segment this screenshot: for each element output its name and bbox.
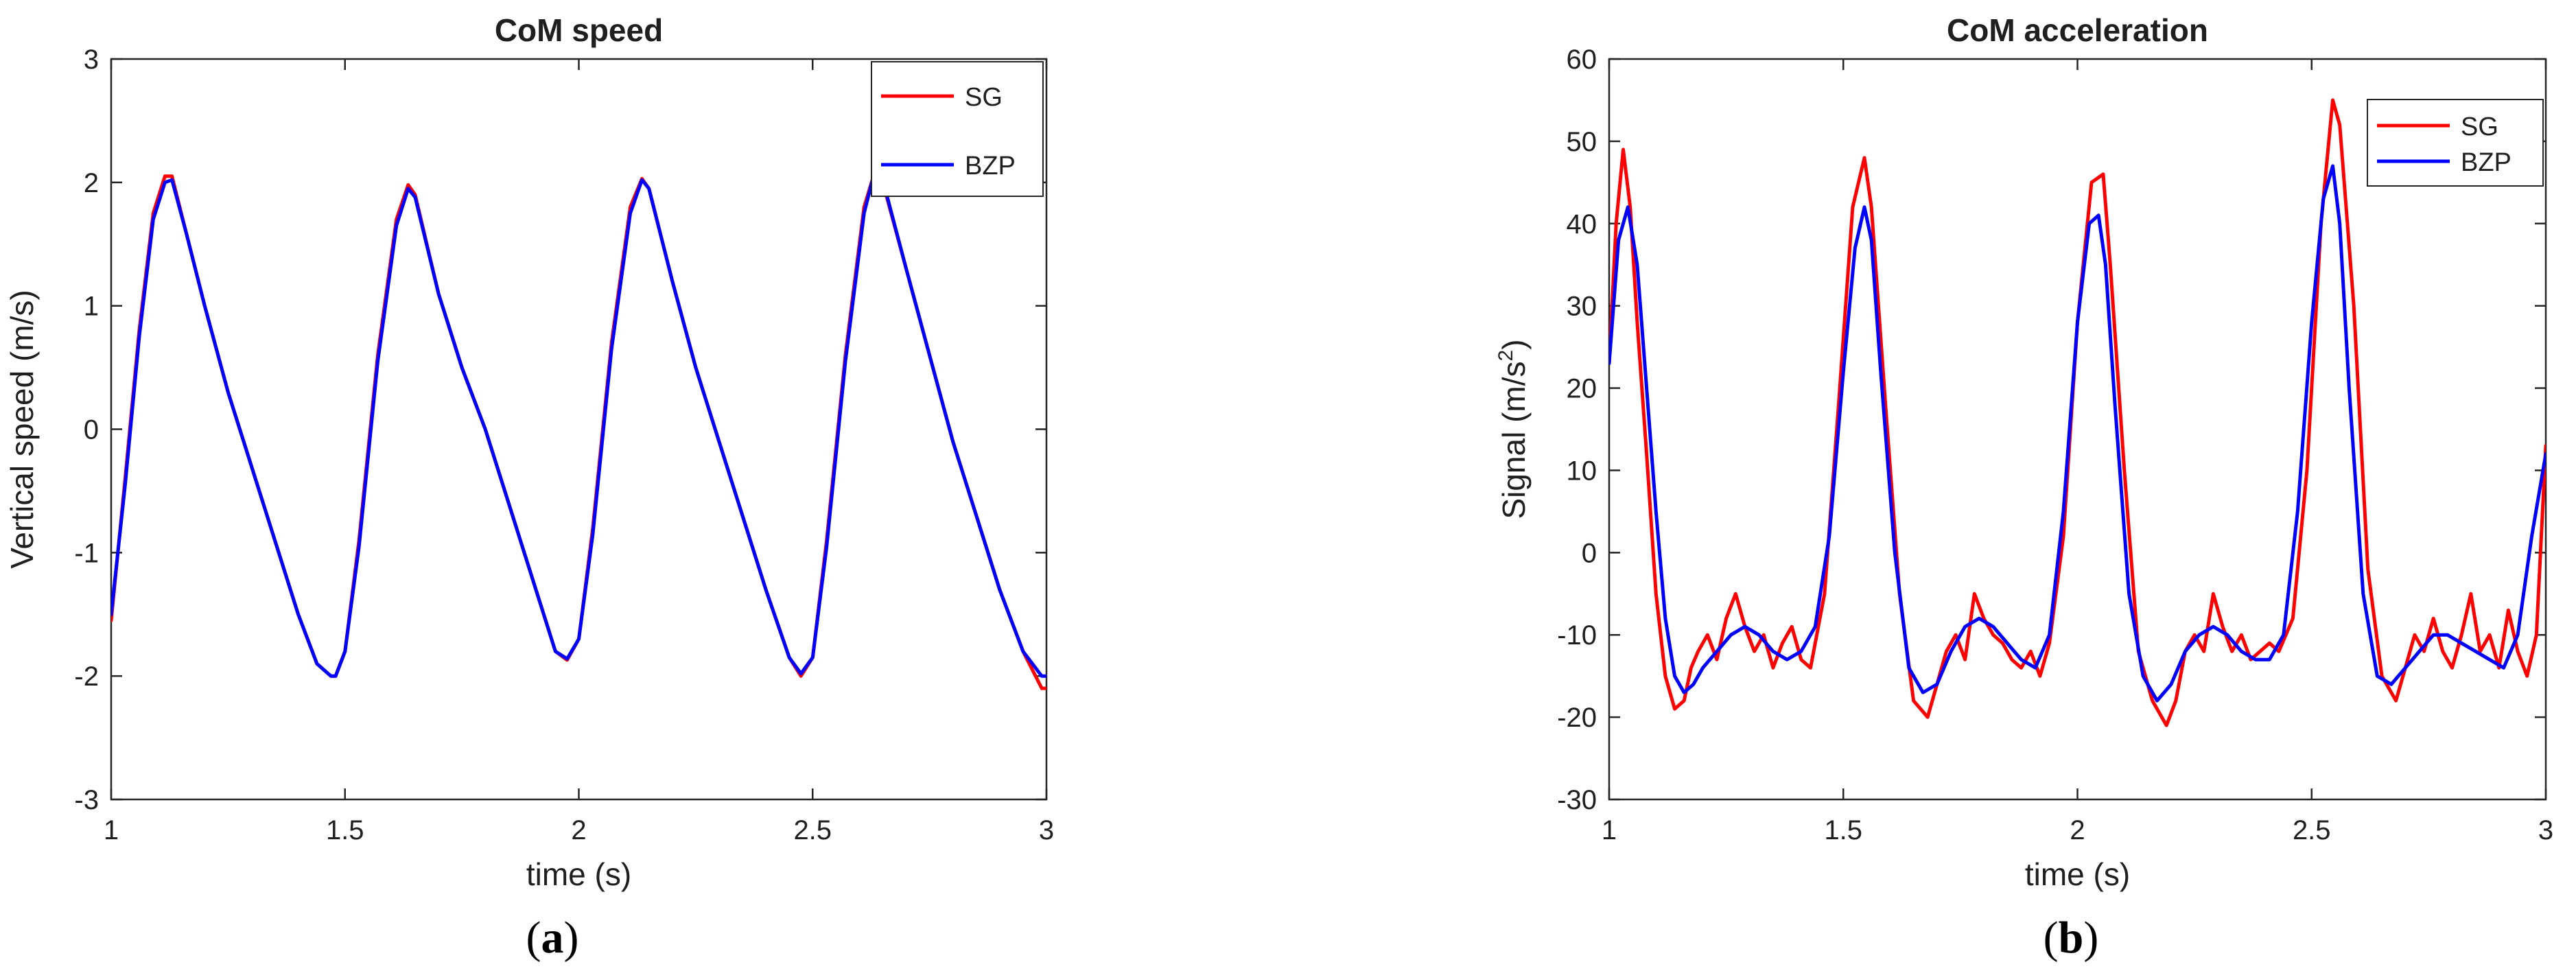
y-tick-label: -2 (74, 662, 99, 692)
chart-title: CoM speed (495, 12, 663, 48)
y-tick-label: -20 (1557, 703, 1597, 733)
y-tick-label: 50 (1567, 127, 1597, 157)
panel-label: (a) (526, 913, 579, 963)
y-tick-label: 0 (1582, 538, 1597, 568)
y-tick-label: 1 (84, 292, 99, 322)
x-tick-label: 2 (571, 815, 586, 845)
y-tick-label: 2 (84, 168, 99, 198)
x-tick-label: 2.5 (793, 815, 832, 845)
legend: SG BZP (871, 61, 1044, 197)
x-axis-label: time (s) (526, 856, 631, 892)
legend: SG BZP (2367, 99, 2544, 187)
legend-label-bzp: BZP (965, 152, 1016, 180)
x-tick-label: 2.5 (2293, 815, 2331, 845)
x-tick-label: 1.5 (326, 815, 364, 845)
legend-label-sg: SG (2461, 113, 2498, 141)
legend-box (2367, 99, 2544, 187)
series-line-bzp (1609, 164, 2546, 703)
legend-box (871, 61, 1044, 197)
chart-title: CoM acceleration (1947, 12, 2208, 48)
y-tick-label: -1 (74, 538, 99, 568)
x-tick-label: 3 (2538, 815, 2553, 845)
series-line-sg (1609, 98, 2546, 727)
y-tick-label: 40 (1567, 209, 1597, 239)
y-axis-label: Vertical speed (m/s) (4, 290, 40, 568)
y-tick-label: -3 (74, 785, 99, 815)
chart-panel-com-acceleration: CoM acceleration 1 1.5 2 2.5 3 -30 -20 -10 0 10 20 3… (1495, 12, 2553, 963)
x-tick-label: 1 (104, 815, 119, 845)
y-tick-label: -10 (1557, 620, 1597, 651)
x-tick-label: 2 (2070, 815, 2085, 845)
y-tick-label: 60 (1567, 45, 1597, 75)
x-tick-label: 1.5 (1824, 815, 1862, 845)
y-tick-label: 20 (1567, 374, 1597, 404)
legend-label-sg: SG (965, 83, 1003, 112)
x-tick-label: 3 (1039, 815, 1054, 845)
y-tick-label: 30 (1567, 292, 1597, 322)
legend-label-bzp: BZP (2461, 148, 2511, 177)
chart-panel-com-speed: CoM speed 1 1.5 2 2.5 3 -3 -2 -1 0 1 2 3 time (s) Vert… (4, 12, 1054, 963)
y-tick-label: 3 (84, 45, 99, 75)
x-axis-label: time (s) (2025, 856, 2130, 892)
y-axis-label: Signal (m/s2) (1495, 339, 1532, 519)
panel-label: (b) (2044, 913, 2099, 963)
x-tick-label: 1 (1602, 815, 1617, 845)
y-tick-label: 0 (84, 415, 99, 445)
y-tick-label: 10 (1567, 456, 1597, 486)
y-tick-label: -30 (1557, 785, 1597, 815)
